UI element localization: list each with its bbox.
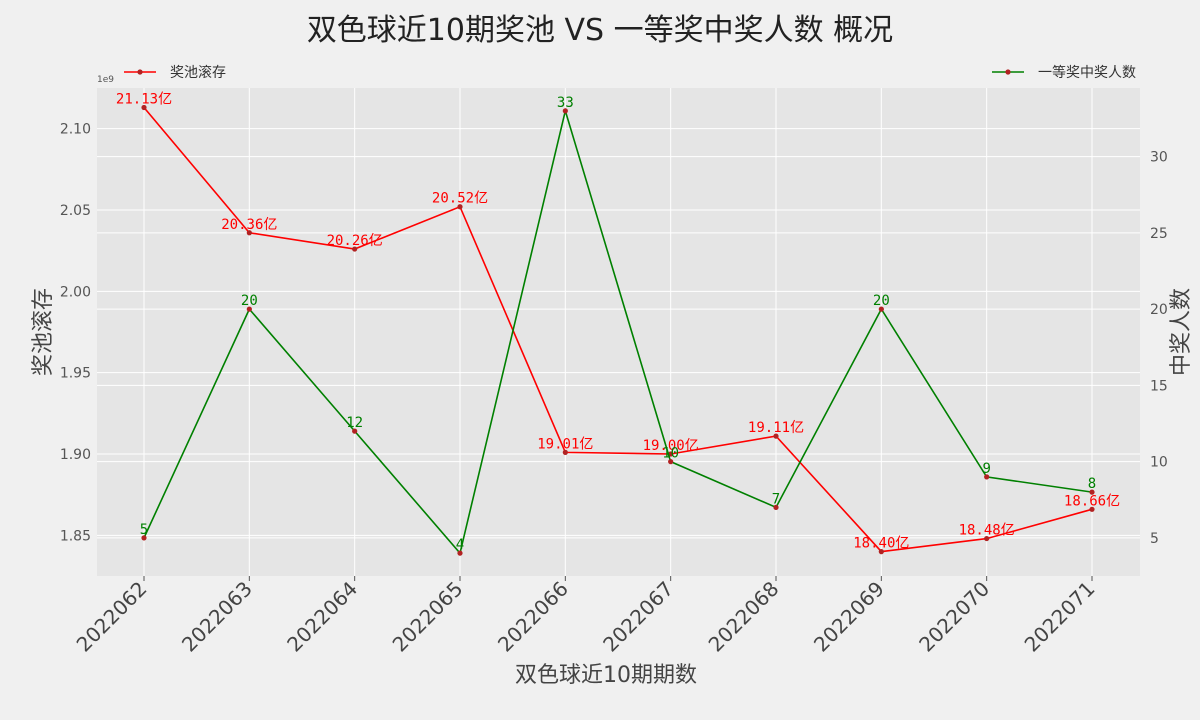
series-0-data-label: 19.00亿: [643, 438, 699, 454]
series-1-point: [246, 306, 252, 312]
y-tick-label-left: 2.10: [60, 122, 91, 138]
x-tick-label: 2022064: [282, 577, 362, 657]
series-1-data-label: 20: [241, 293, 258, 309]
legend-marker-1: [1005, 69, 1011, 75]
series-1-point: [668, 459, 674, 465]
y-axis-title-right: 中奖人数: [1169, 288, 1194, 376]
series-0-point: [141, 104, 147, 111]
series-1-data-label: 10: [662, 446, 679, 462]
series-0-point: [246, 230, 252, 236]
y-offset-label: 1e9: [97, 75, 114, 85]
series-1-point: [352, 428, 358, 434]
legend-label-0: 奖池滚存: [170, 64, 226, 81]
y-tick-label-right: 15: [1150, 378, 1168, 394]
series-1-point: [562, 108, 568, 114]
x-tick-label: 2022071: [1020, 577, 1100, 657]
x-tick-label: 2022070: [914, 577, 994, 657]
chart-title: 双色球近10期奖池 VS 一等奖中奖人数 概况: [307, 13, 893, 48]
series-line-1: [143, 107, 1093, 555]
series-1-data-label: 20: [873, 293, 890, 309]
series-0-point: [352, 246, 358, 252]
series-0-data-label: 18.40亿: [853, 536, 909, 552]
x-tick-label: 2022069: [809, 577, 889, 657]
plot-area: [97, 88, 1140, 576]
y-tick-label-right: 25: [1150, 226, 1168, 242]
y-tick-label-left: 2.05: [60, 203, 91, 219]
y-tick-label-left: 2.00: [60, 284, 91, 300]
x-tick-label: 2022065: [388, 577, 468, 657]
series-0-point: [984, 535, 990, 542]
x-tick-label: 2022062: [72, 577, 152, 657]
x-tick-label: 2022066: [493, 577, 573, 657]
series-1-point: [1089, 489, 1095, 495]
series-0-data-label: 18.66亿: [1064, 493, 1120, 509]
series-0-data-label: 19.11亿: [748, 420, 804, 436]
x-axis-title: 双色球近10期期数: [515, 663, 697, 688]
series-1-data-label: 33: [557, 95, 574, 111]
x-tick-label: 2022068: [704, 577, 784, 657]
y-tick-label-left: 1.90: [60, 447, 91, 463]
y-tick-label-right: 20: [1150, 302, 1168, 318]
grid-lines: [97, 88, 1140, 576]
x-tick-label: 2022067: [598, 577, 678, 657]
y-tick-label-right: 5: [1150, 531, 1159, 547]
y-tick-label-left: 1.95: [60, 366, 91, 382]
x-tick-label: 2022063: [177, 577, 257, 657]
series-layer: [141, 104, 1095, 556]
data-labels: 21.13亿 20.36亿 20.26亿 20.52亿 19.01亿 19.00亿 19.1…: [116, 92, 1120, 554]
series-0-point: [457, 204, 463, 210]
series-0-point: [562, 449, 568, 455]
series-1-data-label: 7: [772, 491, 780, 507]
legend-marker-0: [137, 69, 143, 75]
series-0-point: [773, 433, 779, 439]
series-0-data-label: 21.13亿: [116, 92, 172, 108]
series-0-data-label: 19.01亿: [537, 436, 593, 452]
series-0-data-label: 20.52亿: [432, 191, 488, 207]
series-1-point: [984, 474, 990, 480]
legend-label-1: 一等奖中奖人数: [1038, 64, 1136, 81]
y-tick-label-right: 10: [1150, 455, 1168, 471]
series-0-data-label: 20.26亿: [327, 233, 383, 249]
series-1-data-label: 12: [346, 415, 363, 431]
series-1-point: [141, 535, 147, 541]
series-1-data-label: 4: [456, 537, 464, 553]
series-line-0: [143, 107, 1093, 553]
series-0-point: [878, 549, 884, 555]
legend: 奖池滚存 一等奖中奖人数: [124, 64, 1136, 81]
y-tick-label-left: 1.85: [60, 528, 91, 544]
series-1-data-label: 5: [140, 522, 148, 538]
series-1-data-label: 9: [982, 461, 990, 477]
series-1-point: [878, 306, 884, 312]
series-0-data-label: 20.36亿: [221, 217, 277, 233]
y-tick-label-right: 30: [1150, 150, 1168, 166]
series-1-point: [773, 504, 779, 510]
series-0-point: [1089, 506, 1095, 512]
y-axis-title-left: 奖池滚存: [31, 288, 56, 376]
series-1-point: [457, 550, 463, 556]
series-0-data-label: 18.48亿: [959, 523, 1015, 539]
series-1-data-label: 8: [1088, 476, 1096, 492]
